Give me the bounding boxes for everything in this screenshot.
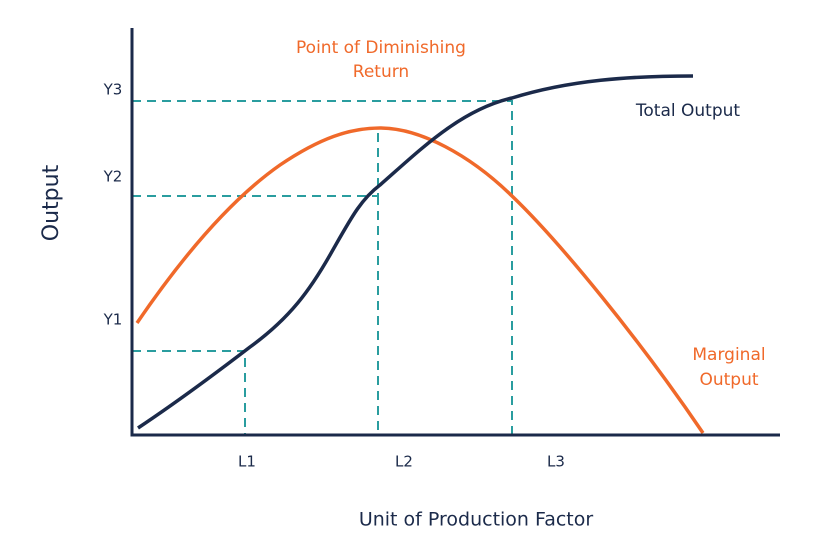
- x-label: L2: [395, 453, 413, 471]
- guide-l2: [132, 128, 379, 435]
- diminishing-return-label: Return: [353, 62, 409, 82]
- marginal-output-label: Output: [699, 370, 758, 390]
- y-label: Y1: [103, 311, 123, 329]
- y-label: Y2: [103, 168, 123, 186]
- guide-l3: [132, 100, 513, 435]
- x-axis-title: Unit of Production Factor: [359, 509, 594, 531]
- marginal-output-label: Marginal: [692, 345, 765, 365]
- total-output-curve: [137, 74, 694, 430]
- guide-lines: [132, 100, 513, 435]
- y-axis-title: Output: [39, 164, 64, 241]
- axes: [130, 28, 780, 437]
- x-label: L1: [238, 453, 256, 471]
- x-label: L3: [547, 453, 565, 471]
- diminishing-return-label: Point of Diminishing: [296, 38, 466, 58]
- total-output-label: Total Output: [635, 101, 740, 121]
- marginal-output-curve: [135, 126, 705, 434]
- y-label: Y3: [103, 81, 123, 99]
